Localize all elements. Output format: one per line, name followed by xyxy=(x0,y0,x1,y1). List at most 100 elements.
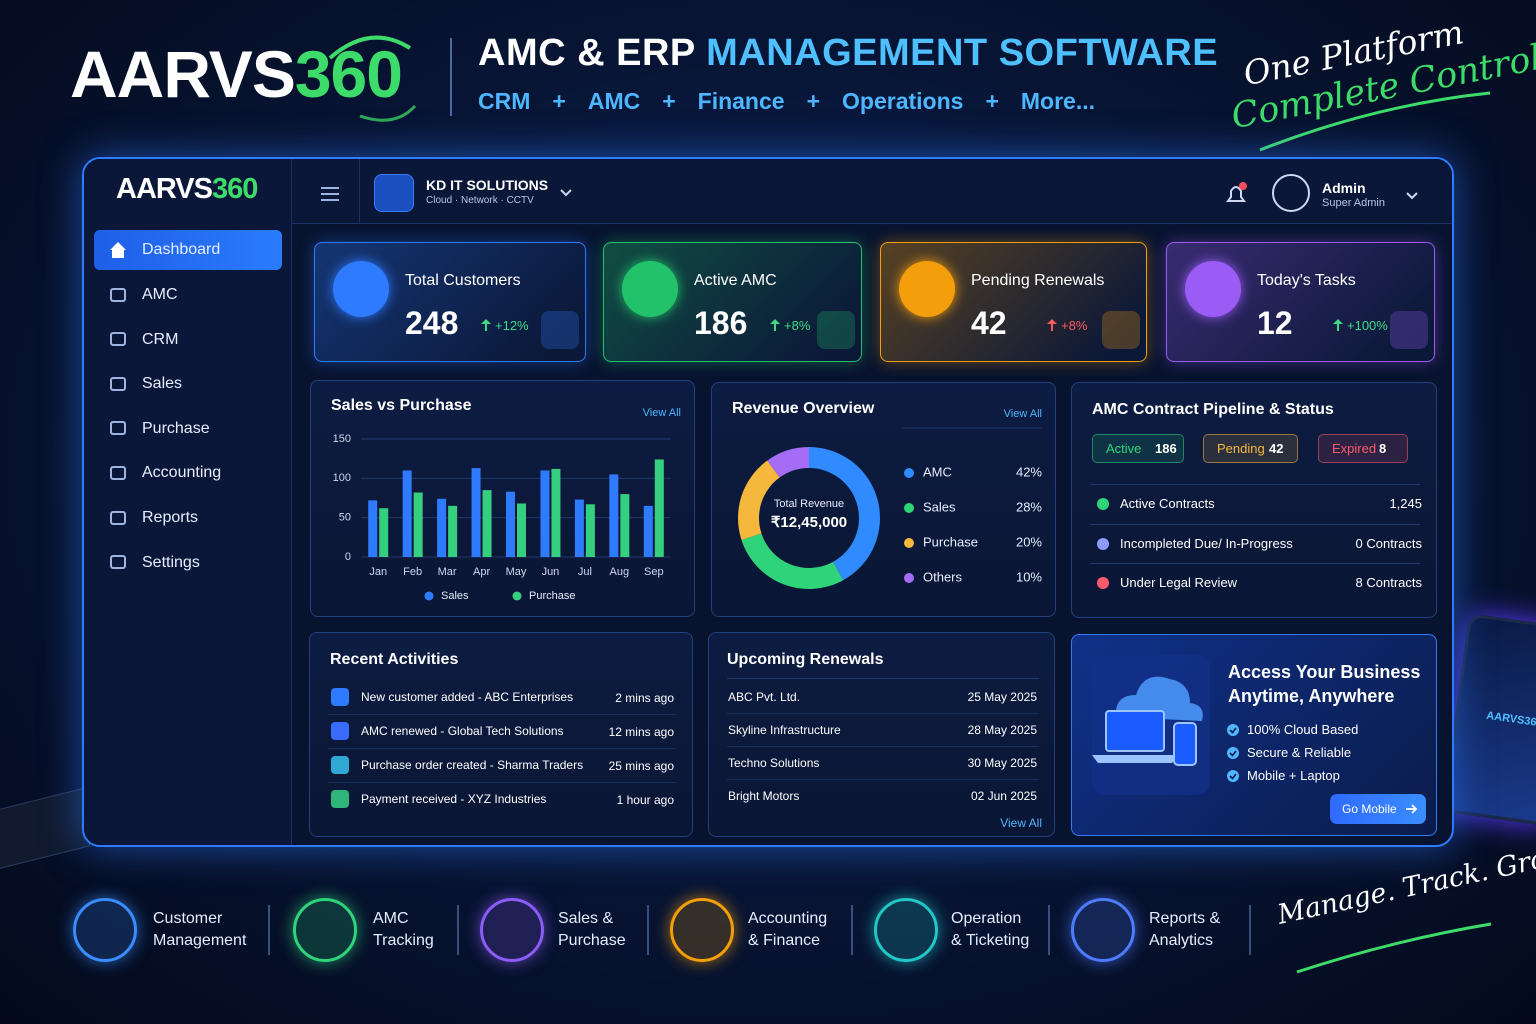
kpi-icon xyxy=(333,261,389,317)
renewal-name: Bright Motors xyxy=(728,788,800,803)
icon xyxy=(110,555,126,570)
nav-icon xyxy=(110,242,126,258)
go-mobile-button[interactable]: Go Mobile xyxy=(1330,794,1426,824)
dashboard-frame: AARVS360 Dashboard AMC CRM Sales Purchase Acco… xyxy=(82,157,1454,847)
center-label: Total Revenue xyxy=(774,498,844,510)
status-dot xyxy=(1097,498,1109,510)
feature-icon xyxy=(480,898,544,962)
bar xyxy=(551,468,561,557)
feature-separator xyxy=(647,905,649,955)
activity-text: New customer added - ABC Enterprises xyxy=(361,689,574,704)
activity-time: 2 mins ago xyxy=(615,690,674,705)
arrow xyxy=(1406,804,1418,814)
status-dot xyxy=(1097,577,1109,589)
swoosh xyxy=(359,104,417,122)
swoosh xyxy=(328,35,412,60)
status-badge: Active 186 xyxy=(1092,434,1184,463)
sidebar xyxy=(84,159,292,845)
menu-toggle xyxy=(321,187,339,201)
feature-icon xyxy=(1071,898,1135,962)
module-name: Finance xyxy=(697,88,785,114)
feature-label: Management xyxy=(153,932,247,950)
legend-swatch xyxy=(904,538,914,548)
badge-label: Active xyxy=(1106,441,1142,457)
activity-text: Payment received - XYZ Industries xyxy=(361,791,547,806)
panel: Upcoming Renewals ABC Pvt. Ltd. 25 May 202… xyxy=(708,632,1055,837)
feature-label: Operation xyxy=(951,910,1022,928)
view-all-link[interactable]: View All xyxy=(643,407,681,419)
notifications xyxy=(1226,182,1247,202)
divider xyxy=(328,714,676,715)
activity-text: AMC renewed - Global Tech Solutions xyxy=(361,723,564,738)
bar xyxy=(379,508,389,557)
legend-label: Sales xyxy=(923,499,956,514)
bar xyxy=(482,490,492,557)
x-tick-label: Sep xyxy=(644,566,664,578)
module-separator: + xyxy=(662,88,676,114)
legend-label: Purchase xyxy=(923,534,978,549)
check-bg xyxy=(1227,770,1239,782)
status-dot xyxy=(1097,537,1109,550)
y-tick-label: 100 xyxy=(333,472,351,484)
company-icon xyxy=(374,174,414,212)
feature-icon xyxy=(874,898,938,962)
divider xyxy=(1090,484,1420,485)
module-name: Operations xyxy=(842,88,964,114)
feature-separator xyxy=(268,905,270,955)
legend-swatch xyxy=(424,591,434,601)
feature-label: Analytics xyxy=(1149,932,1214,950)
feature-label: Purchase xyxy=(558,932,626,950)
underline xyxy=(1296,922,1492,974)
button-label: Go Mobile xyxy=(1342,801,1397,816)
panel-title: Upcoming Renewals xyxy=(727,651,884,669)
divider xyxy=(727,678,1039,679)
kpi-badge xyxy=(1102,311,1140,349)
badge-label: Pending xyxy=(1217,441,1265,457)
nav-icon xyxy=(110,376,126,391)
legend-swatch xyxy=(512,591,522,601)
divider xyxy=(727,713,1039,714)
kpi-label: Pending Renewals xyxy=(971,272,1105,290)
x-tick-label: Mar xyxy=(438,566,457,578)
y-tick-label: 0 xyxy=(345,551,351,563)
divider xyxy=(1090,523,1420,525)
bar xyxy=(620,494,630,557)
check-bg xyxy=(1227,724,1239,736)
nav-item: Purchase xyxy=(142,419,210,437)
nav-item: Settings xyxy=(142,553,200,571)
company-subtitle: Cloud · Network · CCTV xyxy=(426,195,534,206)
laptop-left xyxy=(0,786,90,874)
nav-item: CRM xyxy=(142,330,179,348)
kpi-change: +8% xyxy=(784,318,811,334)
legend-label: Purchase xyxy=(529,590,575,602)
check-icon xyxy=(1227,724,1239,736)
check-icon xyxy=(1227,770,1239,782)
activity-icon xyxy=(331,756,349,774)
divider xyxy=(328,782,676,783)
icon xyxy=(110,466,126,480)
feature-separator xyxy=(1249,905,1251,955)
brand-accent: 360 xyxy=(294,37,403,111)
module-separator: + xyxy=(552,88,566,114)
laptop-screen xyxy=(1105,710,1165,752)
panel: Revenue Overview View All AMC 42% Sales 28% Pu… xyxy=(711,382,1056,617)
feature-icon xyxy=(73,898,137,962)
nav-icon xyxy=(110,510,126,525)
chevron xyxy=(560,189,572,197)
view-all-link[interactable]: View All xyxy=(1000,815,1042,830)
bar xyxy=(402,470,412,557)
feature-label: & Finance xyxy=(748,932,821,950)
value-label: 20% xyxy=(1016,534,1042,549)
view-all-link[interactable]: View All xyxy=(1004,408,1042,420)
trend-arrow xyxy=(1047,319,1057,331)
brand-logo: AARVS360 xyxy=(70,36,403,112)
icon xyxy=(110,376,126,391)
company-name: KD IT SOLUTIONS xyxy=(426,176,549,193)
menu-bar xyxy=(321,187,339,189)
user-role: Super Admin xyxy=(1322,197,1385,210)
kpi-card: Today's Tasks 12 +100% xyxy=(1166,242,1435,362)
nav-item: Reports xyxy=(142,509,199,526)
bell xyxy=(1226,186,1246,202)
y-tick-label: 50 xyxy=(339,512,351,524)
x-tick-label: Feb xyxy=(403,566,422,578)
